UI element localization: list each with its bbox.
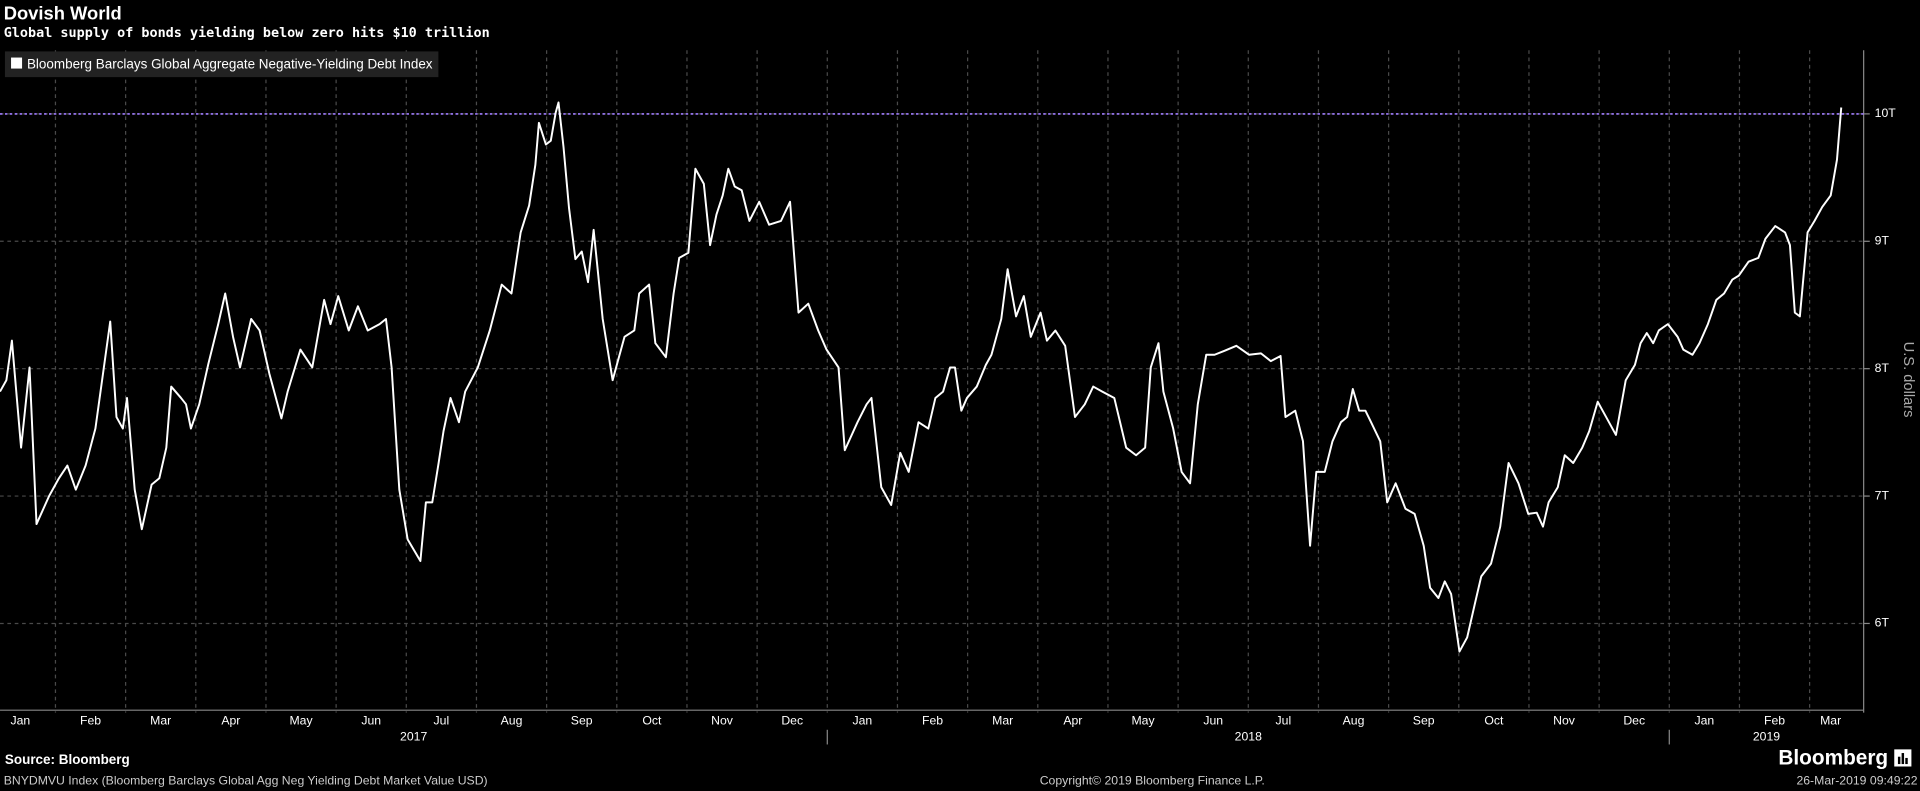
x-tick-label: Jan [1695,713,1715,727]
logo-icon-bar [1901,753,1905,765]
x-tick-label: Apr [1063,713,1082,727]
x-tick-label: Jan [853,713,873,727]
logo-icon-bar [1897,756,1901,765]
x-tick-label: Apr [221,713,240,727]
x-tick-label: Oct [642,713,662,727]
x-group-label: 2019 [1753,729,1780,743]
legend-label: Bloomberg Barclays Global Aggregate Nega… [27,56,433,71]
footnote: BNYDMVU Index (Bloomberg Barclays Global… [4,773,488,787]
x-tick-label: Aug [501,713,523,727]
x-tick-label: Jun [1203,713,1223,727]
logo-icon [1894,749,1912,767]
x-tick-label: Feb [922,713,943,727]
x-tick-label: Mar [150,713,171,727]
y-tick-label: 6T [1875,616,1890,630]
y-tick-label: 9T [1875,234,1890,248]
timestamp: 26-Mar-2019 09:49:22 [1796,773,1917,787]
x-tick-label: Jan [11,713,31,727]
x-tick-label: Nov [711,713,734,727]
legend-swatch [11,57,23,69]
x-tick-label: Sep [1413,713,1435,727]
y-tick-label: 7T [1875,488,1890,502]
x-tick-label: Oct [1484,713,1504,727]
x-tick-label: May [289,713,313,727]
x-tick-label: Dec [1623,713,1645,727]
legend-box [4,51,439,78]
x-tick-label: Aug [1343,713,1365,727]
x-tick-label: Jun [361,713,381,727]
chart-subtitle: Global supply of bonds yielding below ze… [4,25,490,41]
chart-title: Dovish World [4,3,122,24]
x-group-label: 2017 [400,729,427,743]
x-tick-label: Dec [781,713,803,727]
x-tick-label: May [1131,713,1155,727]
x-tick-label: Nov [1553,713,1576,727]
y-tick-label: 8T [1875,361,1890,375]
x-tick-label: Jul [1276,713,1292,727]
x-tick-label: Mar [1820,713,1841,727]
x-tick-label: Jul [434,713,450,727]
x-tick-label: Sep [571,713,593,727]
x-tick-label: Feb [1764,713,1785,727]
y-axis-label: U.S. dollars [1900,342,1916,418]
x-tick-label: Feb [80,713,101,727]
source: Source: Bloomberg [5,752,130,767]
legend: Bloomberg Barclays Global Aggregate Nega… [4,51,439,78]
series-line [0,101,1843,653]
x-group-label: 2018 [1235,729,1262,743]
logo: Bloomberg [1778,747,1888,770]
copyright: Copyright© 2019 Bloomberg Finance L.P. [1040,773,1265,787]
y-tick-label: 10T [1875,106,1897,120]
logo-icon-bar [1905,757,1908,765]
x-tick-label: Mar [992,713,1013,727]
